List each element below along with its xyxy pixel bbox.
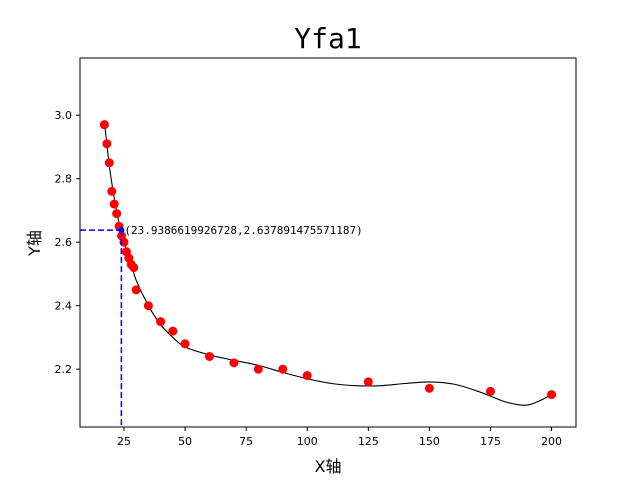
data-point: [485, 386, 495, 396]
x-axis-label: X轴: [315, 457, 342, 476]
data-point: [112, 209, 122, 219]
marker-point: [118, 227, 125, 234]
data-point: [302, 371, 312, 381]
x-tick-label: 200: [541, 435, 562, 448]
plot-area: (23.9386619926728,2.637891475571187) 25 50…: [55, 57, 577, 448]
x-tick-label: 75: [239, 435, 253, 448]
y-axis-label: Y轴: [25, 230, 44, 257]
data-point: [180, 339, 190, 349]
data-point: [424, 383, 434, 393]
x-tick-label: 175: [480, 435, 501, 448]
data-point: [102, 139, 112, 149]
marker-annotation: (23.9386619926728,2.637891475571187): [124, 224, 362, 237]
data-point: [131, 285, 141, 295]
data-point: [229, 358, 239, 368]
data-point: [547, 390, 557, 400]
chart-title: Yfa1: [294, 22, 361, 55]
data-point: [109, 199, 119, 209]
data-point: [99, 120, 109, 130]
data-point: [107, 186, 117, 196]
data-point: [143, 301, 153, 311]
data-point: [363, 377, 373, 387]
data-point: [129, 263, 139, 273]
data-point: [168, 326, 178, 336]
x-tick-label: 25: [117, 435, 131, 448]
x-tick-label: 150: [419, 435, 440, 448]
x-tick-label: 50: [178, 435, 192, 448]
y-tick-label: 2.8: [55, 173, 73, 186]
data-point: [278, 364, 288, 374]
y-tick-label: 3.0: [55, 109, 73, 122]
x-tick-label: 125: [358, 435, 379, 448]
y-tick-label: 2.6: [55, 236, 73, 249]
data-point: [104, 158, 114, 168]
x-tick-label: 100: [297, 435, 318, 448]
y-tick-label: 2.4: [55, 300, 73, 313]
data-point: [156, 317, 166, 327]
y-tick-label: 2.2: [55, 363, 73, 376]
data-point: [204, 352, 214, 362]
data-point: [253, 364, 263, 374]
